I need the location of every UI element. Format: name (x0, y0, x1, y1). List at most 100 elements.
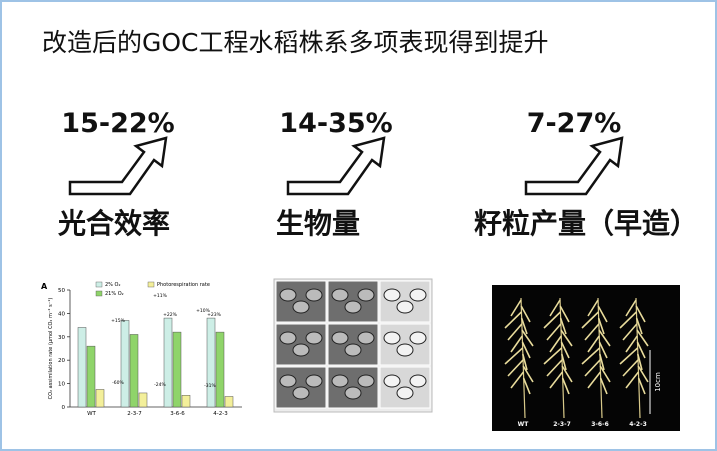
cell (409, 374, 427, 388)
branch (504, 311, 522, 329)
bar (86, 345, 96, 408)
annotation: +15% (111, 318, 125, 324)
arrow (286, 136, 386, 196)
legend-label: Photorespiration rate (157, 282, 210, 288)
cell (396, 386, 414, 400)
y-tick-label: 20 (58, 358, 65, 364)
branch (560, 341, 570, 359)
metrics: 15-22% 光合效率 14-35% 生物量 7-27% 籽粒产量（早造） (57, 108, 698, 240)
plant-label: 4-2-3 (629, 421, 647, 428)
cell (331, 374, 349, 388)
branch (510, 371, 525, 389)
cell (292, 300, 310, 314)
cell (357, 374, 375, 388)
figure-a: A 0 10 20 30 40 50 CO₂ assimilation rate (μmol … (38, 278, 250, 418)
cell (305, 288, 323, 302)
annotation: -31% (204, 383, 216, 389)
figure-b (273, 278, 433, 413)
slide-title: 改造后的GOC工程水稻株系多项表现得到提升 (42, 28, 549, 57)
branch (636, 329, 649, 347)
branch (549, 299, 561, 317)
branch (587, 299, 599, 317)
cell (279, 331, 297, 345)
panel-label: A (41, 282, 48, 291)
branch (510, 335, 523, 353)
cell (331, 288, 349, 302)
bar (77, 327, 87, 408)
branch (521, 329, 534, 347)
x-tick-label: WT (87, 411, 96, 417)
branch (597, 305, 608, 323)
bar (129, 334, 139, 408)
cell (344, 386, 362, 400)
cell (383, 374, 401, 388)
branch (619, 347, 639, 365)
cell (305, 374, 323, 388)
branch (522, 365, 534, 383)
annotation: -24% (154, 382, 166, 388)
bar (172, 331, 182, 408)
branch (561, 365, 573, 383)
metric-label: 生物量 (276, 207, 360, 240)
branch (637, 365, 649, 383)
branch (520, 317, 528, 335)
y-tick-label: 10 (58, 382, 65, 388)
y-tick-label: 40 (58, 311, 65, 317)
branch (507, 359, 524, 377)
branch (560, 329, 573, 347)
branch (559, 317, 567, 335)
annotation: +10% (196, 308, 210, 314)
branch (507, 323, 523, 341)
branch (520, 305, 531, 323)
branch (581, 311, 599, 329)
branch (619, 311, 637, 329)
branch (622, 359, 639, 377)
branch (622, 323, 638, 341)
branch (522, 377, 531, 395)
bar (224, 396, 234, 408)
bar (138, 392, 148, 408)
legend-swatch (95, 281, 103, 288)
branch (587, 371, 602, 389)
y-tick-label: 30 (58, 335, 65, 341)
cell (409, 331, 427, 345)
branch (546, 323, 562, 341)
cell (357, 331, 375, 345)
figure-c: WT 2-3-7 3-6-6 4-2-3 10cm (492, 285, 680, 431)
branch (581, 347, 601, 365)
cell (383, 288, 401, 302)
bar (215, 331, 225, 408)
cell (396, 343, 414, 357)
scale-label: 10cm (654, 372, 662, 392)
branch (543, 311, 561, 329)
metric-label: 籽粒产量（早造） (474, 207, 698, 240)
branch (561, 353, 567, 371)
cell (357, 288, 375, 302)
cell (409, 288, 427, 302)
branch (587, 335, 600, 353)
branch (637, 353, 643, 371)
branch (635, 305, 646, 323)
bar (181, 395, 191, 408)
legend-label: 2% O₂ (105, 282, 120, 288)
branch (635, 317, 643, 335)
annotation: +22% (163, 312, 177, 318)
branch (599, 365, 611, 383)
branch (504, 347, 524, 365)
branch (549, 335, 562, 353)
branch (561, 377, 570, 395)
annotation: +11% (153, 293, 167, 299)
y-tick-label: 0 (62, 405, 66, 411)
branch (598, 329, 611, 347)
cell (292, 386, 310, 400)
cell (344, 343, 362, 357)
branch (584, 323, 600, 341)
branch (625, 299, 637, 317)
branch (625, 335, 638, 353)
cell (383, 331, 401, 345)
micrograph-panel (379, 280, 431, 323)
photo (492, 285, 680, 431)
cell (344, 300, 362, 314)
cell (305, 331, 323, 345)
